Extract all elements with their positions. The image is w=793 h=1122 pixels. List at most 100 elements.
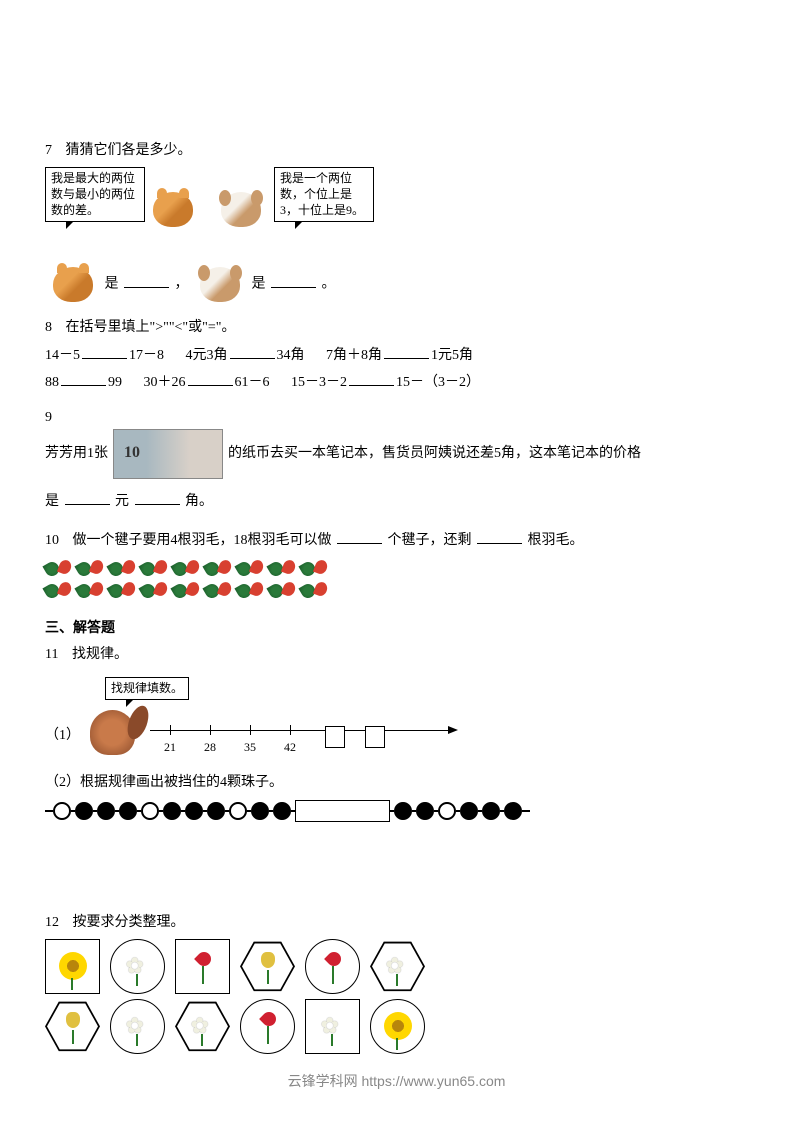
q8-right: 99 [108, 375, 122, 390]
lily-flower-icon [191, 1012, 215, 1040]
answer-box[interactable] [325, 726, 345, 748]
blank-input[interactable] [337, 528, 382, 544]
feather-icon [173, 558, 201, 578]
line [150, 730, 450, 731]
question-12: 12 按要求分类整理。 [45, 912, 748, 1054]
q8-right: 61－6 [235, 375, 270, 390]
bead-answer-box[interactable] [295, 800, 390, 822]
arrow-icon [448, 726, 458, 734]
feather-icon [77, 580, 105, 600]
dog-icon [221, 192, 261, 227]
q11-title: 找规律。 [72, 647, 128, 662]
q9-line-1: 芳芳用1张 的纸币去买一本笔记本，售货员阿姨说还差5角，这本笔记本的价格 [45, 429, 748, 479]
q7-title: 猜猜它们各是多少。 [66, 143, 192, 158]
flower-cell-circle [110, 939, 165, 994]
black-bead-icon [482, 802, 500, 820]
q8-number: 8 [45, 320, 52, 335]
blank-input[interactable] [349, 370, 394, 386]
blank-input[interactable] [188, 370, 233, 386]
blank-input[interactable] [65, 489, 110, 505]
q8-row-2: 8899 30＋2661－6 15－3－2 15－（3－2） [45, 370, 748, 394]
q8-item: 30＋2661－6 [144, 370, 270, 394]
feather-icon [237, 580, 265, 600]
cat-icon [53, 267, 93, 302]
feather-icon [205, 580, 233, 600]
q7-comma: ， [175, 277, 189, 292]
q9-text-3: 是 [45, 494, 59, 509]
q9-number: 9 [45, 407, 748, 429]
beads-row [45, 800, 748, 822]
q8-left: 7角＋8角 [326, 348, 382, 363]
black-bead-icon [251, 802, 269, 820]
q10-text-a: 做一个毽子要用4根羽毛，18根羽毛可以做 [73, 533, 332, 548]
black-bead-icon [185, 802, 203, 820]
feather-icon [269, 558, 297, 578]
q11-sub2-title: （2）根据规律画出被挡住的4颗珠子。 [45, 772, 748, 794]
blank-input[interactable] [61, 370, 106, 386]
q7-period: 。 [322, 277, 336, 292]
black-bead-icon [460, 802, 478, 820]
black-bead-icon [394, 802, 412, 820]
feather-row [45, 558, 748, 578]
q8-right: 15－（3－2） [396, 375, 480, 390]
q9-line-2: 是 元 角。 [45, 489, 748, 513]
flower-cell-hex [175, 999, 230, 1054]
blank-input[interactable] [477, 528, 522, 544]
question-9: 9 芳芳用1张 的纸币去买一本笔记本，售货员阿姨说还差5角，这本笔记本的价格 是… [45, 407, 748, 514]
blank-input[interactable] [230, 343, 275, 359]
q8-right: 1元5角 [431, 348, 473, 363]
flower-cell-hex [45, 999, 100, 1054]
q9-text-1: 芳芳用1张 [45, 443, 108, 465]
squirrel-icon [90, 710, 135, 755]
tick [210, 725, 211, 735]
q8-row-1: 14－517－8 4元3角34角 7角＋8角1元5角 [45, 343, 748, 367]
q7-is-1: 是 [105, 277, 119, 292]
q8-item: 15－3－2 15－（3－2） [291, 370, 480, 394]
white-bead-icon [53, 802, 71, 820]
feather-icon [205, 558, 233, 578]
bead-connector [45, 810, 53, 812]
blank-input[interactable] [82, 343, 127, 359]
feather-row [45, 580, 748, 600]
q7-number: 7 [45, 143, 52, 158]
tick-label: 35 [244, 738, 256, 757]
rose-flower-icon [323, 952, 343, 980]
feather-icon [141, 558, 169, 578]
banknote-icon [113, 429, 223, 479]
number-line: 21 28 35 42 [150, 710, 470, 760]
q12-number: 12 [45, 915, 59, 930]
lily-flower-icon [386, 952, 410, 980]
question-10: 10 做一个毽子要用4根羽毛，18根羽毛可以做 个毽子，还剩 根羽毛。 [45, 528, 748, 599]
q11-number: 11 [45, 647, 58, 662]
feather-icon [109, 558, 137, 578]
feather-icon [301, 558, 329, 578]
q10-text-c: 根羽毛。 [528, 533, 584, 548]
q8-left: 15－3－2 [291, 375, 347, 390]
feather-icon [141, 580, 169, 600]
tick-label: 42 [284, 738, 296, 757]
tick-label: 28 [204, 738, 216, 757]
sun-flower-icon [59, 952, 87, 980]
white-bead-icon [229, 802, 247, 820]
blank-input[interactable] [384, 343, 429, 359]
q7-is-2: 是 [252, 277, 266, 292]
blank-input[interactable] [135, 489, 180, 505]
q9-jiao: 角。 [185, 494, 213, 509]
black-bead-icon [273, 802, 291, 820]
answer-box[interactable] [365, 726, 385, 748]
q8-item: 8899 [45, 370, 122, 394]
feather-grid [45, 558, 748, 600]
feather-icon [301, 580, 329, 600]
flower-cell-circle [240, 999, 295, 1054]
section-3-title: 三、解答题 [45, 618, 748, 640]
blank-input[interactable] [124, 272, 169, 288]
q8-item: 14－517－8 [45, 343, 164, 367]
q8-left: 14－5 [45, 348, 80, 363]
tulip-flower-icon [63, 1012, 83, 1040]
dog-icon [200, 267, 240, 302]
q10-number: 10 [45, 533, 59, 548]
feather-icon [237, 558, 265, 578]
tulip-flower-icon [258, 952, 278, 980]
black-bead-icon [75, 802, 93, 820]
blank-input[interactable] [271, 272, 316, 288]
